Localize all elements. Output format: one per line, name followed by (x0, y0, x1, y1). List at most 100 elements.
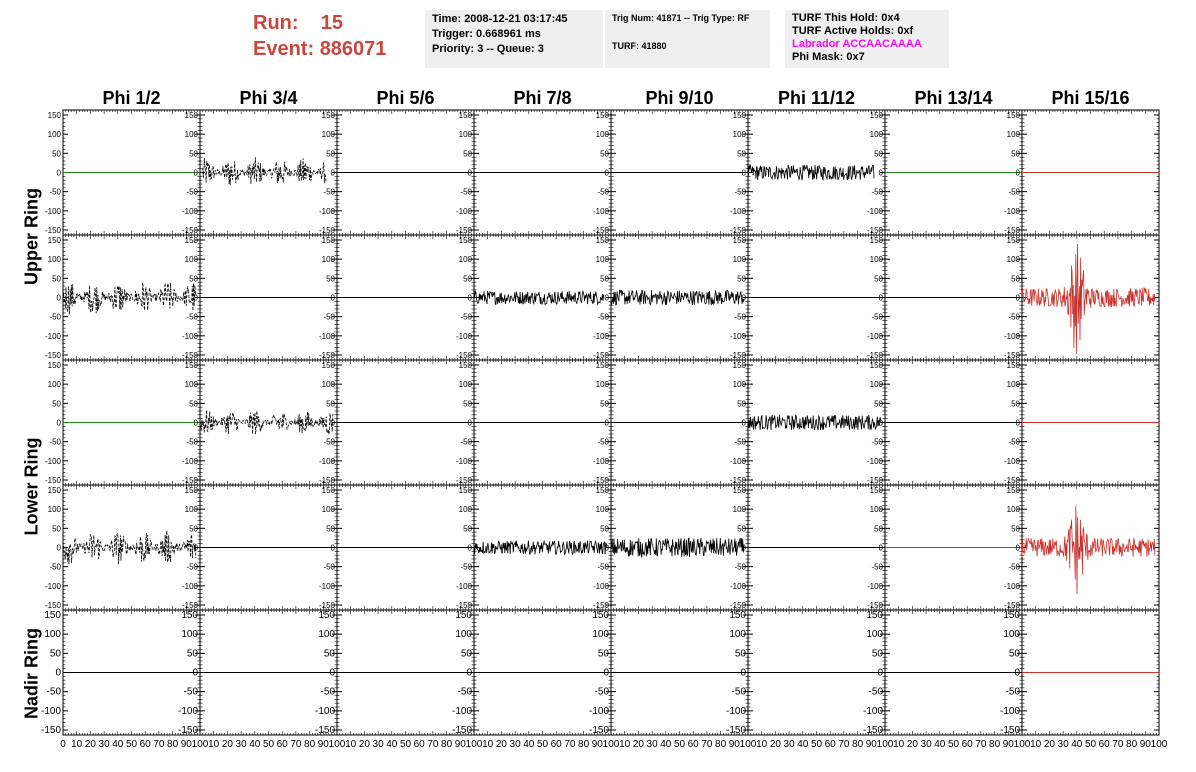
y-tick-label: 0 (57, 294, 62, 303)
time-info-box: Time: 2008-12-21 03:17:45 Trigger: 0.668… (425, 10, 603, 68)
y-tick-label: -150 (867, 476, 884, 485)
y-tick-label: -150 (1004, 351, 1021, 360)
y-tick-label: 50 (600, 399, 609, 408)
y-tick-label: 0 (194, 169, 199, 178)
run-event-header: Run: 15 Event: 886071 (253, 10, 386, 62)
y-tick-label: 150 (48, 361, 62, 370)
y-tick-label: 150 (459, 236, 473, 245)
y-tick-label: 100 (48, 505, 62, 514)
y-tick-label: -150 (593, 351, 610, 360)
y-tick-label: -50 (871, 188, 883, 197)
y-tick-label: -150 (456, 226, 473, 235)
turf-active-holds-text: TURF Active Holds: 0xf (792, 25, 914, 37)
y-tick-label: 50 (874, 149, 883, 158)
y-tick-label: -100 (1004, 457, 1021, 466)
column-title-phi-1-2: Phi 1/2 (102, 88, 161, 108)
y-tick-label: -100 (319, 457, 336, 466)
y-tick-label: 0 (57, 544, 62, 553)
y-tick-label: 150 (185, 486, 199, 495)
y-tick-label: 150 (459, 361, 473, 370)
y-tick-label: 0 (331, 169, 336, 178)
turf-text: TURF: 41880 (612, 41, 667, 51)
y-tick-label: 50 (874, 274, 883, 283)
y-tick-label: 0 (331, 419, 336, 428)
y-tick-label: -50 (460, 313, 472, 322)
column-title-phi-15-16: Phi 15/16 (1051, 88, 1130, 108)
trig-num-text: Trig Num: 41871 -- Trig Type: RF (612, 13, 750, 23)
y-tick-label: -150 (456, 476, 473, 485)
y-tick-label: -100 (182, 332, 199, 341)
y-tick-label: 0 (468, 294, 473, 303)
y-tick-label: 0 (194, 544, 199, 553)
y-tick-label: -50 (460, 188, 472, 197)
trigger-info-box: Trig Num: 41871 -- Trig Type: RF TURF: 4… (605, 10, 770, 68)
y-tick-label: 100 (185, 130, 199, 139)
y-tick-label: 100 (733, 380, 747, 389)
y-tick-label: 0 (194, 294, 199, 303)
y-tick-label: -150 (182, 226, 199, 235)
column-title-phi-7-8: Phi 7/8 (513, 88, 572, 108)
y-tick-label: 0 (742, 419, 747, 428)
y-tick-label: -50 (871, 313, 883, 322)
y-tick-label: 0 (742, 169, 747, 178)
y-tick-label: 0 (468, 419, 473, 428)
y-tick-label: -150 (45, 351, 62, 360)
trace-r1-c0 (62, 282, 197, 315)
y-tick-label: 150 (596, 111, 610, 120)
y-tick-label: 100 (185, 505, 199, 514)
y-tick-label: -100 (867, 332, 884, 341)
trace-r1-c3 (473, 289, 605, 306)
y-tick-label: 50 (189, 399, 198, 408)
y-tick-label: -50 (186, 563, 198, 572)
turf-this-hold-text: TURF This Hold: 0x4 (792, 12, 900, 24)
y-tick-label: -150 (319, 601, 336, 610)
y-tick-label: -100 (456, 457, 473, 466)
y-tick-label: -150 (730, 351, 747, 360)
y-tick-label: 100 (1007, 130, 1021, 139)
y-tick-label: -100 (45, 207, 62, 216)
y-tick-label: -50 (323, 438, 335, 447)
y-tick-label: -50 (323, 188, 335, 197)
y-tick-label: -150 (867, 351, 884, 360)
y-tick-label: 0 (605, 294, 610, 303)
y-tick-label: -50 (734, 313, 746, 322)
y-tick-label: 150 (733, 361, 747, 370)
y-tick-label: 100 (48, 130, 62, 139)
labrador-text: Labrador ACCAACAAAA (792, 38, 922, 50)
y-tick-label: -100 (182, 582, 199, 591)
y-tick-label: -100 (45, 582, 62, 591)
y-tick-label: -100 (730, 457, 747, 466)
y-tick-label: 100 (1007, 380, 1021, 389)
time-text: Time: 2008-12-21 03:17:45 (432, 13, 568, 25)
y-tick-label: -50 (186, 438, 198, 447)
y-tick-label: 0 (742, 294, 747, 303)
y-tick-label: 0 (879, 169, 884, 178)
column-title-phi-9-10: Phi 9/10 (645, 88, 714, 108)
y-tick-label: 0 (468, 169, 473, 178)
y-tick-label: 150 (322, 111, 336, 120)
y-tick-label: 100 (459, 380, 473, 389)
y-tick-label: -150 (45, 226, 62, 235)
y-tick-label: 50 (52, 399, 61, 408)
y-tick-label: -100 (456, 332, 473, 341)
y-tick-label: 0 (605, 419, 610, 428)
y-tick-label: 150 (1007, 361, 1021, 370)
y-tick-label: -50 (1008, 438, 1020, 447)
column-title-phi-13-14: Phi 13/14 (914, 88, 993, 108)
y-tick-label: 150 (185, 236, 199, 245)
y-tick-label: -50 (871, 438, 883, 447)
y-tick-label: 0 (1016, 294, 1021, 303)
y-tick-label: -50 (49, 563, 61, 572)
trace-r2-c5 (747, 414, 882, 431)
y-tick-label: 50 (1011, 149, 1020, 158)
y-tick-label: 50 (600, 149, 609, 158)
y-tick-label: 100 (48, 255, 62, 264)
panel-frame-r3-c0 (62, 484, 201, 611)
y-tick-label: -100 (593, 457, 610, 466)
y-tick-label: 100 (48, 380, 62, 389)
y-tick-label: -150 (319, 351, 336, 360)
event-row: Event: 886071 (253, 36, 386, 62)
y-tick-label: 50 (189, 274, 198, 283)
y-tick-label: 150 (1007, 111, 1021, 120)
y-tick-label: -150 (319, 226, 336, 235)
